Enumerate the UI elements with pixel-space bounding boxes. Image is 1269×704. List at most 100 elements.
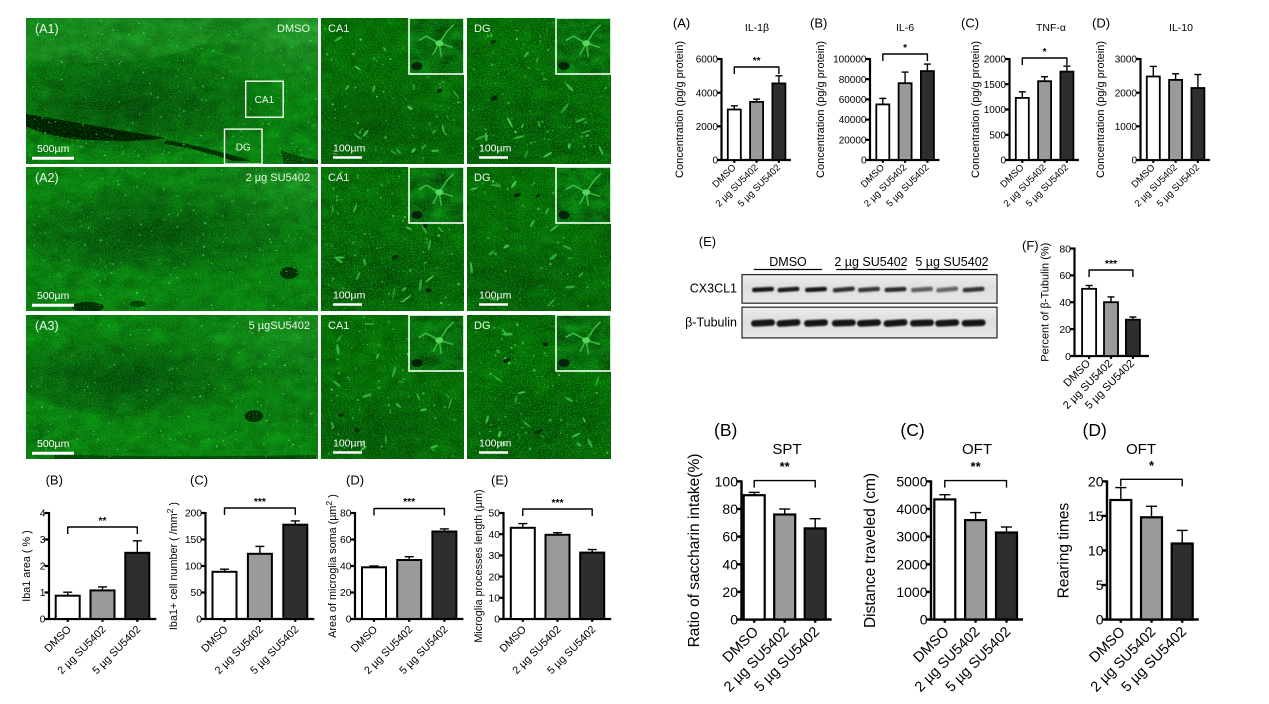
svg-text:3000: 3000 (1115, 55, 1138, 66)
svg-text:CA1: CA1 (255, 95, 275, 106)
svg-text:0: 0 (861, 156, 867, 167)
svg-text:40: 40 (1059, 297, 1071, 309)
svg-text:OFT: OFT (962, 441, 992, 458)
svg-text:(C): (C) (190, 473, 208, 488)
svg-text:DG: DG (474, 172, 491, 184)
svg-text:TNF-α: TNF-α (1036, 22, 1066, 34)
svg-text:80: 80 (340, 509, 352, 520)
svg-text:60: 60 (340, 535, 352, 546)
svg-text:CA1: CA1 (328, 23, 349, 35)
svg-text:***: *** (254, 497, 266, 508)
svg-text:100: 100 (715, 473, 739, 489)
svg-text:Area of microglia soma (µm2 ): Area of microglia soma (µm2 ) (324, 494, 339, 638)
svg-text:500µm: 500µm (37, 290, 70, 302)
svg-text:40: 40 (489, 530, 501, 541)
svg-text:Iba1 area ( % ): Iba1 area ( % ) (21, 530, 33, 601)
svg-text:100µm: 100µm (333, 143, 366, 155)
svg-text:DMSO: DMSO (277, 23, 310, 35)
svg-text:4000: 4000 (696, 88, 719, 99)
svg-text:OFT: OFT (1126, 441, 1156, 458)
svg-text:**: ** (971, 459, 982, 474)
svg-text:20000: 20000 (839, 135, 867, 146)
svg-text:1500: 1500 (984, 80, 1007, 91)
svg-text:IL-10: IL-10 (1169, 22, 1193, 34)
svg-text:10: 10 (1088, 543, 1104, 559)
svg-text:***: *** (1105, 258, 1118, 270)
svg-text:3: 3 (40, 535, 46, 546)
svg-text:2000: 2000 (896, 556, 927, 572)
svg-text:20: 20 (489, 572, 501, 583)
svg-text:2000: 2000 (984, 55, 1007, 66)
svg-text:β-Tubulin: β-Tubulin (685, 316, 737, 330)
svg-text:Microglia processes length (µm: Microglia processes length (µm) (473, 489, 485, 642)
svg-text:(D): (D) (1092, 16, 1110, 31)
svg-text:(A2): (A2) (35, 171, 59, 185)
svg-text:60: 60 (722, 529, 738, 545)
svg-text:Concentration (pg/g protein): Concentration (pg/g protein) (815, 41, 827, 178)
svg-text:(D): (D) (346, 473, 364, 488)
svg-text:Concentration (pg/g protein): Concentration (pg/g protein) (674, 41, 686, 178)
svg-text:0: 0 (1065, 351, 1071, 363)
svg-text:2: 2 (40, 562, 46, 573)
svg-text:1000: 1000 (984, 105, 1007, 116)
svg-text:(B): (B) (810, 16, 827, 31)
svg-text:0: 0 (346, 615, 352, 626)
svg-text:100µm: 100µm (479, 290, 512, 302)
svg-text:30: 30 (489, 551, 501, 562)
svg-text:Iba1+ cell number ( /mm2 ): Iba1+ cell number ( /mm2 ) (165, 502, 180, 630)
svg-text:15: 15 (1088, 508, 1104, 524)
svg-text:(E): (E) (699, 234, 716, 249)
svg-text:0: 0 (40, 615, 46, 626)
svg-text:0: 0 (920, 612, 928, 628)
svg-text:10: 10 (489, 594, 501, 605)
svg-text:(C): (C) (900, 420, 924, 440)
svg-text:(F): (F) (1022, 238, 1039, 253)
svg-text:Ratio of saccharin intake(%): Ratio of saccharin intake(%) (686, 454, 703, 648)
svg-text:**: ** (780, 459, 791, 474)
svg-text:60: 60 (1059, 270, 1071, 282)
svg-text:80: 80 (722, 501, 738, 517)
svg-text:***: *** (403, 497, 415, 508)
svg-text:5000: 5000 (896, 473, 927, 489)
svg-text:0: 0 (196, 615, 202, 626)
svg-text:CA1: CA1 (328, 172, 349, 184)
svg-text:***: *** (551, 498, 563, 509)
svg-text:DMSO: DMSO (769, 255, 807, 269)
svg-text:100µm: 100µm (333, 290, 366, 302)
svg-text:60000: 60000 (839, 95, 867, 106)
svg-text:0: 0 (1131, 156, 1137, 167)
svg-text:**: ** (753, 56, 761, 67)
svg-text:40: 40 (722, 556, 738, 572)
svg-text:6000: 6000 (696, 55, 719, 66)
svg-text:5 µg SU5402: 5 µg SU5402 (915, 255, 988, 269)
svg-text:150: 150 (185, 535, 202, 546)
svg-text:200: 200 (185, 509, 202, 520)
svg-text:80000: 80000 (839, 75, 867, 86)
svg-text:1000: 1000 (896, 584, 927, 600)
svg-text:20: 20 (1088, 473, 1104, 489)
svg-text:*: * (1043, 47, 1047, 58)
svg-text:(B): (B) (714, 420, 737, 440)
svg-text:(A1): (A1) (35, 22, 59, 36)
svg-text:500µm: 500µm (37, 438, 70, 450)
svg-text:(D): (D) (1083, 420, 1107, 440)
svg-text:4: 4 (40, 509, 46, 520)
svg-text:**: ** (98, 516, 106, 527)
svg-text:1000: 1000 (1115, 122, 1138, 133)
svg-text:2000: 2000 (696, 122, 719, 133)
svg-text:50: 50 (489, 509, 501, 520)
svg-text:*: * (1149, 458, 1155, 473)
svg-text:20: 20 (340, 588, 352, 599)
svg-text:(A3): (A3) (35, 319, 59, 333)
svg-text:(B): (B) (46, 473, 63, 488)
svg-text:20: 20 (722, 584, 738, 600)
svg-text:*: * (903, 43, 907, 54)
svg-text:40: 40 (340, 562, 352, 573)
svg-text:CA1: CA1 (328, 320, 349, 332)
svg-text:20: 20 (1059, 324, 1071, 336)
svg-text:0: 0 (1000, 156, 1006, 167)
svg-text:50: 50 (191, 588, 203, 599)
svg-text:2000: 2000 (1115, 88, 1138, 99)
svg-text:0: 0 (712, 156, 718, 167)
svg-text:(C): (C) (961, 16, 979, 31)
